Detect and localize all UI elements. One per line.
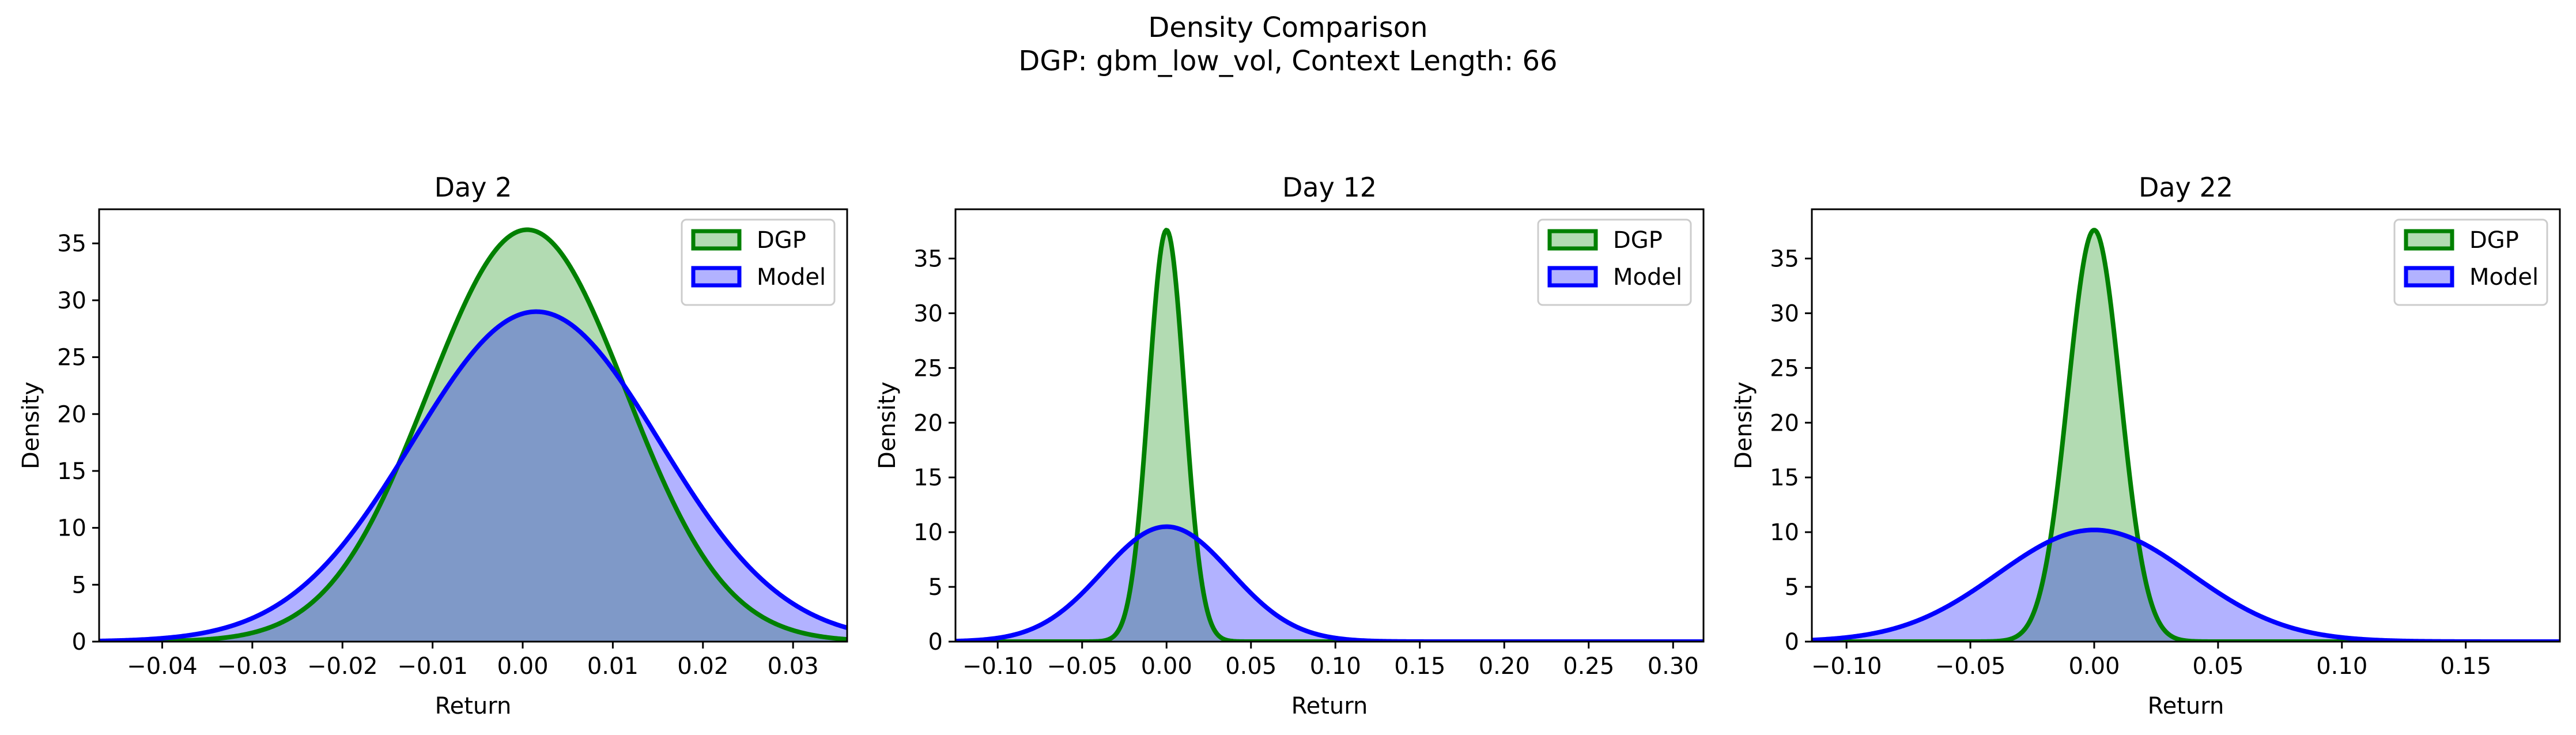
subplot-title: Day 12 xyxy=(1282,172,1377,203)
x-tick-label: 0.20 xyxy=(1479,653,1530,680)
y-tick-label: 5 xyxy=(72,572,86,598)
panels: −0.04 −0.03 −0.02 −0.01 0.00 0.01 0.02 0.03 0 5 10… xyxy=(18,172,2561,719)
figure-subtitle: DGP: gbm_low_vol, Context Length: 66 xyxy=(1018,45,1557,77)
y-tick-label: 30 xyxy=(57,288,86,314)
x-axis-label: Return xyxy=(1291,693,1368,719)
legend-swatch-dgp xyxy=(2404,229,2454,251)
y-tick-label: 0 xyxy=(928,629,943,655)
model-density-fill xyxy=(1812,530,2560,642)
y-tick-label: 0 xyxy=(72,629,86,655)
y-tick-label: 10 xyxy=(1770,519,1799,546)
y-tick-label: 20 xyxy=(57,401,86,428)
y-tick-label: 10 xyxy=(913,519,943,546)
x-tick-label: −0.01 xyxy=(397,653,468,680)
x-tick-label: 0.10 xyxy=(1310,653,1361,680)
y-axis-label: Density xyxy=(874,382,901,469)
y-tick-label: 0 xyxy=(1785,629,1799,655)
x-tick-label: −0.05 xyxy=(1935,653,2006,680)
x-tick-label: 0.00 xyxy=(497,653,548,680)
axes-frame xyxy=(954,208,1705,643)
subplot-title: Day 2 xyxy=(435,172,512,203)
axes-frame xyxy=(1811,208,2561,643)
x-tick-label: 0.00 xyxy=(2068,653,2120,680)
x-tick-label: 0.30 xyxy=(1648,653,1699,680)
legend-label: DGP xyxy=(2469,227,2519,254)
x-tick-label: 0.01 xyxy=(587,653,639,680)
figure-title: Density Comparison xyxy=(1148,12,1427,44)
y-tick-label: 30 xyxy=(913,300,943,327)
subplot-day-1: −0.04 −0.03 −0.02 −0.01 0.00 0.01 0.02 0.03 0 5 10… xyxy=(18,172,848,719)
dgp-density-line xyxy=(1812,228,2560,642)
subplot-day-2: −0.10 −0.05 0.00 0.05 0.10 0.15 0.20 0.25 0.30 0 5… xyxy=(874,172,1705,719)
x-tick-label: −0.05 xyxy=(1047,653,1117,680)
x-tick-label: 0.15 xyxy=(2440,653,2491,680)
plot-area xyxy=(99,227,847,642)
y-tick-label: 25 xyxy=(913,355,943,382)
legend-swatch-dgp xyxy=(691,229,742,251)
y-tick-label: 5 xyxy=(1785,574,1799,601)
y-tick-label: 10 xyxy=(57,515,86,542)
x-tick-label: −0.10 xyxy=(1811,653,1882,680)
legend-label: Model xyxy=(1613,264,1682,291)
x-tick-label: 0.25 xyxy=(1563,653,1614,680)
overlap-density-fill xyxy=(955,526,1704,642)
x-tick-label: −0.04 xyxy=(127,653,198,680)
y-axis-label: Density xyxy=(18,382,44,469)
legend-label: DGP xyxy=(1613,227,1663,254)
y-axis-label: Density xyxy=(1731,382,1757,469)
y-tick-label: 15 xyxy=(913,465,943,491)
subplot-title: Day 22 xyxy=(2139,172,2233,203)
y-tick-label: 25 xyxy=(1770,355,1799,382)
legend: DGP Model xyxy=(681,218,836,306)
legend-swatch-model xyxy=(1547,266,1598,288)
x-tick-label: −0.10 xyxy=(962,653,1033,680)
x-tick-label: 0.00 xyxy=(1141,653,1192,680)
x-tick-label: 0.10 xyxy=(2316,653,2367,680)
model-density-fill xyxy=(955,526,1704,642)
legend: DGP Model xyxy=(2393,218,2548,306)
y-tick-label: 35 xyxy=(1770,246,1799,272)
y-tick-label: 15 xyxy=(1770,465,1799,491)
model-density-line xyxy=(955,524,1704,642)
legend-label: Model xyxy=(757,264,826,291)
x-tick-label: 0.02 xyxy=(677,653,728,680)
y-tick-label: 35 xyxy=(57,231,86,257)
y-tick-label: 20 xyxy=(1770,410,1799,436)
overlap-density-fill xyxy=(99,311,847,642)
x-axis-label: Return xyxy=(435,693,512,719)
legend: DGP Model xyxy=(1537,218,1692,306)
y-tick-label: 5 xyxy=(928,574,943,601)
x-axis-label: Return xyxy=(2148,693,2224,719)
x-tick-label: 0.05 xyxy=(2192,653,2243,680)
y-tick-label: 30 xyxy=(1770,300,1799,327)
axes-frame xyxy=(98,208,848,643)
legend-swatch-model xyxy=(691,266,742,288)
legend-label: Model xyxy=(2469,264,2539,291)
x-tick-label: 0.15 xyxy=(1394,653,1445,680)
x-tick-label: −0.03 xyxy=(217,653,288,680)
x-tick-label: 0.05 xyxy=(1225,653,1276,680)
dgp-density-line xyxy=(99,227,847,642)
y-tick-label: 15 xyxy=(57,458,86,485)
x-tick-label: −0.02 xyxy=(307,653,378,680)
y-tick-label: 35 xyxy=(913,246,943,272)
legend-swatch-model xyxy=(2404,266,2454,288)
legend-swatch-dgp xyxy=(1547,229,1598,251)
y-tick-label: 20 xyxy=(913,410,943,436)
x-tick-label: 0.03 xyxy=(768,653,819,680)
legend-label: DGP xyxy=(757,227,806,254)
model-density-line xyxy=(99,309,847,642)
y-tick-label: 25 xyxy=(57,345,86,371)
subplot-day-3: −0.10 −0.05 0.00 0.05 0.10 0.15 0 5 10 15 20 25 30 35… xyxy=(1731,172,2561,719)
